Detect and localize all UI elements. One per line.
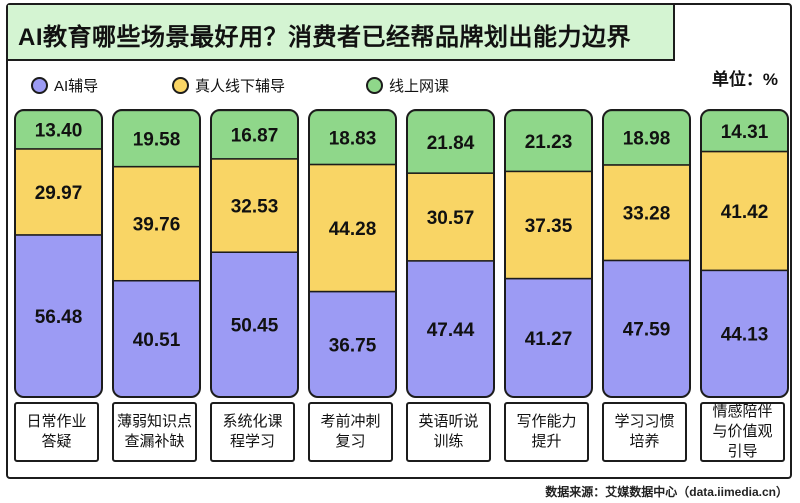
bar-stack: 50.45 32.53 16.87 bbox=[210, 109, 299, 398]
category-label-box: 情感陪伴 与价值观 引导 bbox=[700, 402, 785, 462]
bar-segment-offline bbox=[701, 150, 788, 272]
data-label-offline: 39.76 bbox=[133, 215, 181, 236]
data-label-ai: 47.59 bbox=[623, 320, 671, 341]
bar-outline bbox=[210, 109, 299, 398]
bar-outline bbox=[602, 109, 691, 398]
bar-segment-ai bbox=[309, 290, 396, 397]
data-label-online: 21.23 bbox=[525, 132, 573, 153]
bar-segment-offline bbox=[15, 148, 102, 236]
legend-item-ai: AI辅导 bbox=[31, 75, 98, 96]
bar-outline bbox=[504, 109, 593, 398]
data-label-online: 18.83 bbox=[329, 128, 377, 149]
data-label-offline: 37.35 bbox=[525, 216, 573, 237]
data-label-ai: 56.48 bbox=[35, 307, 83, 328]
bar-stack: 47.44 30.57 21.84 bbox=[406, 109, 495, 398]
data-label-ai: 36.75 bbox=[329, 335, 377, 356]
legend-swatch-offline bbox=[172, 77, 189, 94]
data-label-online: 16.87 bbox=[231, 126, 279, 147]
data-label-online: 21.84 bbox=[427, 133, 475, 154]
category-label-box: 日常作业 答疑 bbox=[14, 402, 99, 462]
category-label: 情感陪伴 与价值观 引导 bbox=[712, 403, 773, 460]
bar-segment-online bbox=[309, 110, 396, 166]
category-label: 日常作业 答疑 bbox=[26, 413, 87, 450]
bar-segment-ai bbox=[15, 234, 102, 397]
data-label-offline: 30.57 bbox=[427, 208, 475, 229]
data-label-ai: 44.13 bbox=[721, 325, 769, 346]
data-label-offline: 33.28 bbox=[623, 204, 671, 225]
category-label: 薄弱知识点 查漏补缺 bbox=[116, 413, 192, 450]
source-note: 数据来源：艾媒数据中心（data.iimedia.cn） bbox=[545, 485, 788, 499]
bar-stack: 41.27 37.35 21.23 bbox=[504, 109, 593, 398]
data-label-online: 19.58 bbox=[133, 130, 181, 151]
bar-stack: 36.75 44.28 18.83 bbox=[308, 109, 397, 398]
bar-segment-offline bbox=[505, 170, 592, 280]
data-label-ai: 50.45 bbox=[231, 316, 279, 337]
legend-item-online: 线上网课 bbox=[366, 75, 449, 96]
data-label-ai: 40.51 bbox=[133, 330, 181, 351]
bar-segment-offline bbox=[603, 164, 690, 262]
category-label-box: 系统化课 程学习 bbox=[210, 402, 295, 462]
category-label: 考前冲刺 复习 bbox=[320, 413, 381, 450]
category-label-box: 写作能力 提升 bbox=[504, 402, 589, 462]
bar-segment-ai bbox=[505, 277, 592, 397]
category-label-box: 英语听说 训练 bbox=[406, 402, 491, 462]
data-label-ai: 47.44 bbox=[427, 320, 475, 341]
category-label: 学习习惯 培养 bbox=[614, 413, 675, 450]
bar-stack: 56.48 29.97 13.40 bbox=[14, 109, 103, 398]
bar-stack: 44.13 41.42 14.31 bbox=[700, 109, 789, 398]
data-label-online: 18.98 bbox=[623, 129, 671, 150]
title-bar: AI教育哪些场景最好用？消费者已经帮品牌划出能力边界 bbox=[8, 5, 675, 61]
chart-title: AI教育哪些场景最好用？消费者已经帮品牌划出能力边界 bbox=[18, 24, 631, 51]
data-label-ai: 41.27 bbox=[525, 329, 573, 350]
bar-segment-offline bbox=[211, 158, 298, 253]
bar-segment-ai bbox=[603, 259, 690, 397]
data-label-online: 14.31 bbox=[721, 122, 769, 143]
legend-label-online: 线上网课 bbox=[389, 78, 450, 95]
bar-outline bbox=[14, 109, 103, 398]
data-label-offline: 29.97 bbox=[35, 183, 83, 204]
category-label: 写作能力 提升 bbox=[516, 413, 577, 450]
legend-item-offline: 真人线下辅导 bbox=[172, 75, 285, 96]
bar-segment-online bbox=[407, 110, 494, 174]
bar-segment-online bbox=[211, 110, 298, 160]
legend-swatch-online bbox=[366, 77, 383, 94]
legend-swatch-ai bbox=[31, 77, 48, 94]
legend-label-ai: AI辅导 bbox=[54, 78, 99, 95]
data-label-offline: 32.53 bbox=[231, 197, 279, 218]
bar-outline bbox=[112, 109, 201, 398]
bar-segment-online bbox=[505, 110, 592, 173]
bar-segment-offline bbox=[113, 165, 200, 282]
bar-stack: 47.59 33.28 18.98 bbox=[602, 109, 691, 398]
category-label-box: 薄弱知识点 查漏补缺 bbox=[112, 402, 197, 462]
data-label-online: 13.40 bbox=[35, 121, 83, 142]
bar-outline bbox=[700, 109, 789, 398]
category-label: 系统化课 程学习 bbox=[222, 413, 283, 450]
data-label-offline: 44.28 bbox=[329, 219, 377, 240]
category-label-box: 学习习惯 培养 bbox=[602, 402, 687, 462]
bar-outline bbox=[406, 109, 495, 398]
data-label-offline: 41.42 bbox=[721, 202, 769, 223]
bar-segment-online bbox=[15, 110, 102, 150]
category-label-box: 考前冲刺 复习 bbox=[308, 402, 393, 462]
legend-label-offline: 真人线下辅导 bbox=[195, 78, 286, 95]
bar-segment-offline bbox=[407, 172, 494, 262]
unit-label: 单位：% bbox=[711, 70, 778, 89]
category-label: 英语听说 训练 bbox=[418, 413, 479, 450]
bar-stack: 40.51 39.76 19.58 bbox=[112, 109, 201, 398]
bar-outline bbox=[308, 109, 397, 398]
